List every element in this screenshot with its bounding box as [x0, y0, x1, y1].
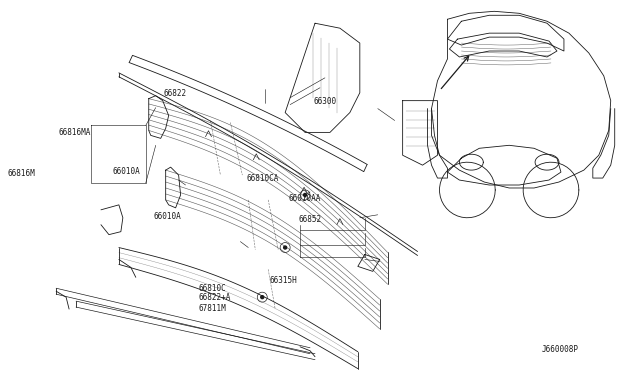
Text: 66315H: 66315H [269, 276, 297, 285]
Text: 66300: 66300 [314, 97, 337, 106]
Circle shape [303, 193, 307, 196]
Text: 66010A: 66010A [113, 167, 141, 176]
Text: 66852: 66852 [299, 215, 322, 224]
Text: 66822: 66822 [164, 89, 187, 98]
Text: 66822+A: 66822+A [199, 294, 231, 302]
Text: 66010A: 66010A [153, 212, 180, 221]
Text: 66010AA: 66010AA [288, 195, 321, 203]
Text: J660008P: J660008P [541, 345, 579, 354]
Circle shape [260, 296, 264, 299]
Text: 66810CA: 66810CA [246, 174, 279, 183]
Text: 66810C: 66810C [199, 284, 227, 293]
Text: 67811M: 67811M [199, 304, 227, 313]
Circle shape [284, 246, 287, 249]
Text: 66816M: 66816M [8, 169, 35, 177]
Text: 66816MA: 66816MA [59, 128, 91, 137]
